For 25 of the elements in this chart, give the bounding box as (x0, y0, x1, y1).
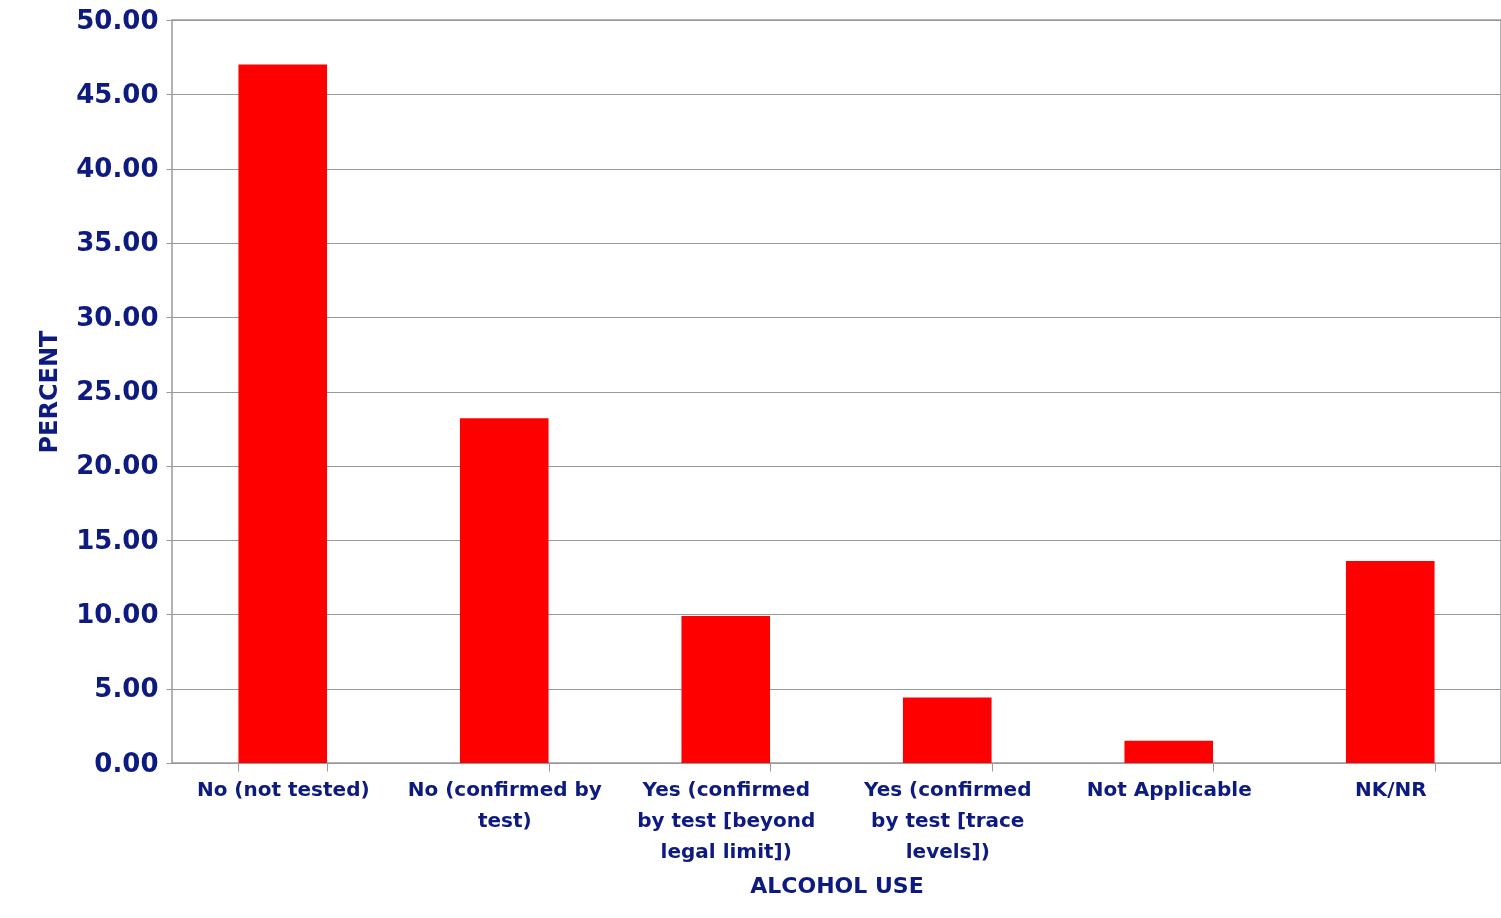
bar (1124, 740, 1214, 763)
bar (459, 418, 549, 763)
x-tick-label: Yes (confirmed by test [beyond legal limit]) (637, 776, 816, 863)
bar (902, 697, 992, 763)
y-tick-label: 25.00 (76, 376, 159, 406)
x-tick-label: Not Applicable (1086, 776, 1252, 801)
y-tick-label: 45.00 (76, 78, 159, 109)
x-tick-label: No (not tested) (196, 776, 370, 801)
y-tick-label: 35.00 (76, 227, 159, 258)
y-tick-label: 15.00 (76, 524, 159, 555)
y-tick-label: 5.00 (94, 673, 159, 704)
bar (681, 615, 771, 763)
y-tick-label: 0.00 (94, 747, 159, 778)
x-tick-label: No (confirmed by test) (407, 776, 602, 832)
bar (238, 64, 328, 763)
y-axis-title: PERCENT (35, 329, 64, 454)
y-tick-label: 20.00 (76, 450, 159, 481)
bar (1345, 560, 1435, 763)
x-tick-label: NK/NR (1354, 776, 1427, 801)
y-tick-label: 30.00 (76, 301, 159, 332)
y-tick-label: 10.00 (76, 598, 159, 629)
y-tick-label: 40.00 (76, 153, 159, 184)
x-axis-title: ALCOHOL USE (750, 872, 924, 898)
y-tick-label: 50.00 (76, 4, 159, 35)
x-tick-label: Yes (confirmed by test [trace levels]) (863, 776, 1032, 863)
